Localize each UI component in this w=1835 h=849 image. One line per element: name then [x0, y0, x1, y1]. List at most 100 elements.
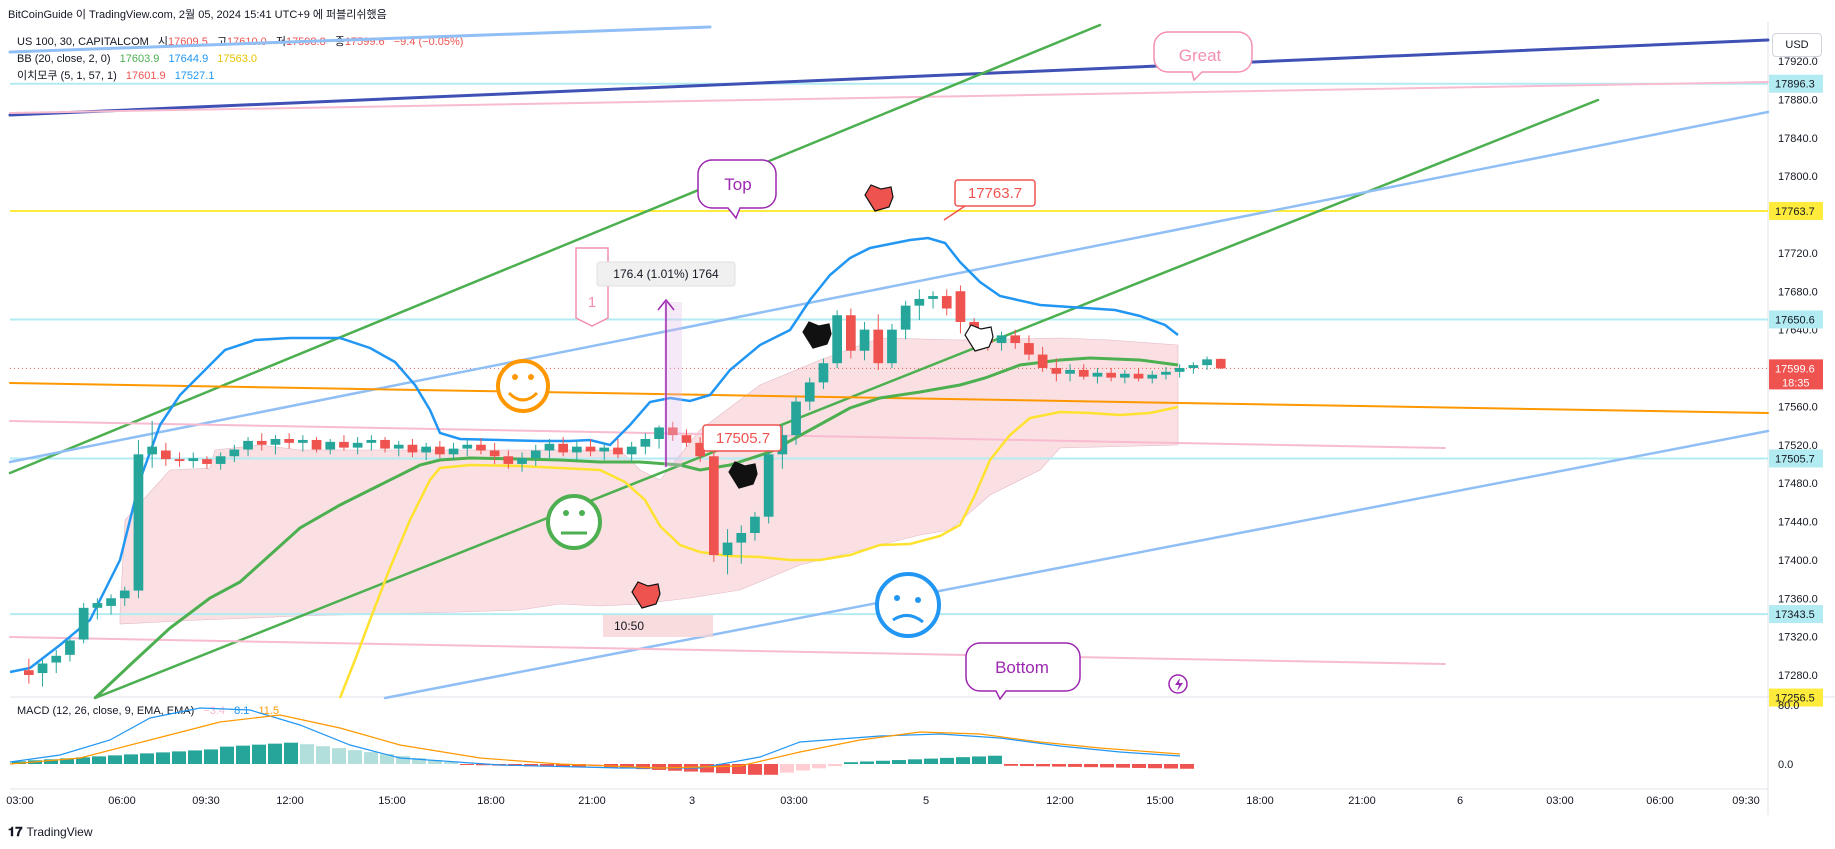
macd-histogram-bar [172, 751, 186, 764]
candle [585, 438, 596, 457]
price-axis-tick: 17480.0 [1778, 478, 1818, 490]
macd-histogram-bar [204, 749, 218, 764]
candle-body [92, 603, 103, 608]
candle [941, 289, 952, 316]
macd-histogram-bar [156, 752, 170, 764]
candle-body [517, 458, 527, 464]
candle [352, 437, 363, 455]
macd-histogram-bar [940, 757, 954, 764]
candle-body [763, 454, 774, 517]
green-channel-upper [8, 23, 1102, 475]
candle [147, 420, 157, 468]
price-axis-badge [1769, 359, 1823, 390]
candle-body [24, 670, 34, 675]
candle [900, 300, 911, 340]
measure-arrowhead [657, 298, 675, 311]
candle-body [435, 446, 445, 455]
candle-body [407, 444, 418, 453]
candle-body [1106, 372, 1116, 378]
symbol-row: US 100, 30, CAPITALCOM 시17609.5 고17610.0… [17, 34, 469, 51]
price-axis-tick: 17280.0 [1778, 670, 1818, 682]
macd-histogram-bar [236, 745, 250, 764]
candle [1174, 364, 1185, 378]
macd-histogram-bar [396, 756, 410, 764]
pointing-hand-icon [964, 324, 994, 352]
time-axis-label: 15:00 [378, 795, 406, 807]
macd-histogram-bar [300, 744, 314, 764]
bb-lower-value: 17563.0 [217, 53, 258, 65]
price-axis-badge-label: 17896.3 [1775, 79, 1815, 91]
price-axis-badge [1769, 74, 1823, 93]
candle-body [1010, 335, 1021, 344]
label-17763: 17763.7 [968, 185, 1022, 202]
candle [804, 377, 815, 411]
price-axis-tick: 17840.0 [1778, 133, 1818, 145]
candle [24, 658, 34, 684]
happy-face-mouth [507, 391, 539, 402]
candle [1092, 368, 1103, 384]
candle [983, 327, 993, 351]
candle-body [626, 446, 637, 455]
footer-brand: TradingView [26, 825, 93, 839]
candle-body [530, 450, 541, 459]
candle [763, 449, 774, 524]
macd-histogram-bar [908, 759, 922, 764]
macd-histogram-bar [1100, 764, 1114, 768]
candle [1202, 356, 1212, 370]
happy-face-eye [512, 374, 518, 380]
bottom-label: Bottom [995, 658, 1049, 677]
tradingview-logo-icon: 𝟏𝟕 [8, 824, 23, 839]
price-axis-badge-label: 17505.7 [1775, 453, 1815, 465]
candle [777, 425, 788, 469]
candle-body [174, 459, 185, 462]
macd-histogram-bar [972, 756, 986, 764]
measure-label: 176.4 (1.01%) 1764 [613, 267, 719, 281]
macd-histogram-bar [1148, 764, 1162, 769]
price-axis-tick: 17920.0 [1778, 56, 1818, 68]
candle-body [722, 542, 733, 556]
candle-body [119, 590, 130, 599]
candle-body [202, 459, 212, 464]
candle [325, 438, 336, 455]
top-label: Top [724, 175, 751, 194]
macd-histogram-bar [28, 760, 42, 764]
candle [887, 323, 897, 368]
macd-value-2: 8.1 [234, 705, 250, 717]
price-axis-badge [1769, 449, 1823, 468]
price-countdown: 18:35 [1782, 377, 1810, 389]
signal-line [9, 714, 1181, 769]
candle-body [243, 440, 253, 450]
bb-row: BB (20, close, 2, 0) 17603.9 17644.9 175… [17, 51, 469, 68]
candle-body [270, 438, 281, 445]
macd-histogram-bar [268, 743, 282, 764]
ichimoku-value-1: 17601.9 [125, 70, 166, 82]
candle [1161, 367, 1171, 380]
macd-histogram-bar [732, 764, 746, 774]
candle [832, 310, 842, 368]
macd-histogram-bar [476, 764, 490, 766]
candle [736, 525, 747, 564]
lightning-bolt [1175, 678, 1183, 691]
measure-box [596, 261, 736, 287]
macd-histogram-bar [876, 760, 890, 764]
candle-body [462, 444, 473, 449]
macd-histogram-bar [380, 754, 394, 764]
macd-histogram-bar [1052, 764, 1066, 767]
macd-histogram-bar [460, 764, 474, 765]
price-axis-badge-label: 17343.5 [1775, 609, 1815, 621]
publish-header: BitCoinGuide 이 TradingView.com, 2월 05, 2… [8, 9, 387, 21]
candle [407, 438, 418, 458]
macd-histogram-bar [1132, 764, 1146, 768]
candle [270, 435, 281, 455]
macd-histogram-bar [604, 764, 618, 768]
price-axis-tick: 17320.0 [1778, 632, 1818, 644]
candle-body [65, 640, 75, 655]
low-pink-trendline [9, 636, 1446, 665]
top-pink-trendline [9, 81, 1769, 114]
macd-histogram-bar [332, 748, 346, 764]
macd-value-1: −3.4 [203, 705, 226, 717]
macd-line [9, 707, 1181, 769]
time-axis-label: 21:00 [1348, 795, 1376, 807]
currency-button[interactable]: USD [1772, 33, 1822, 57]
